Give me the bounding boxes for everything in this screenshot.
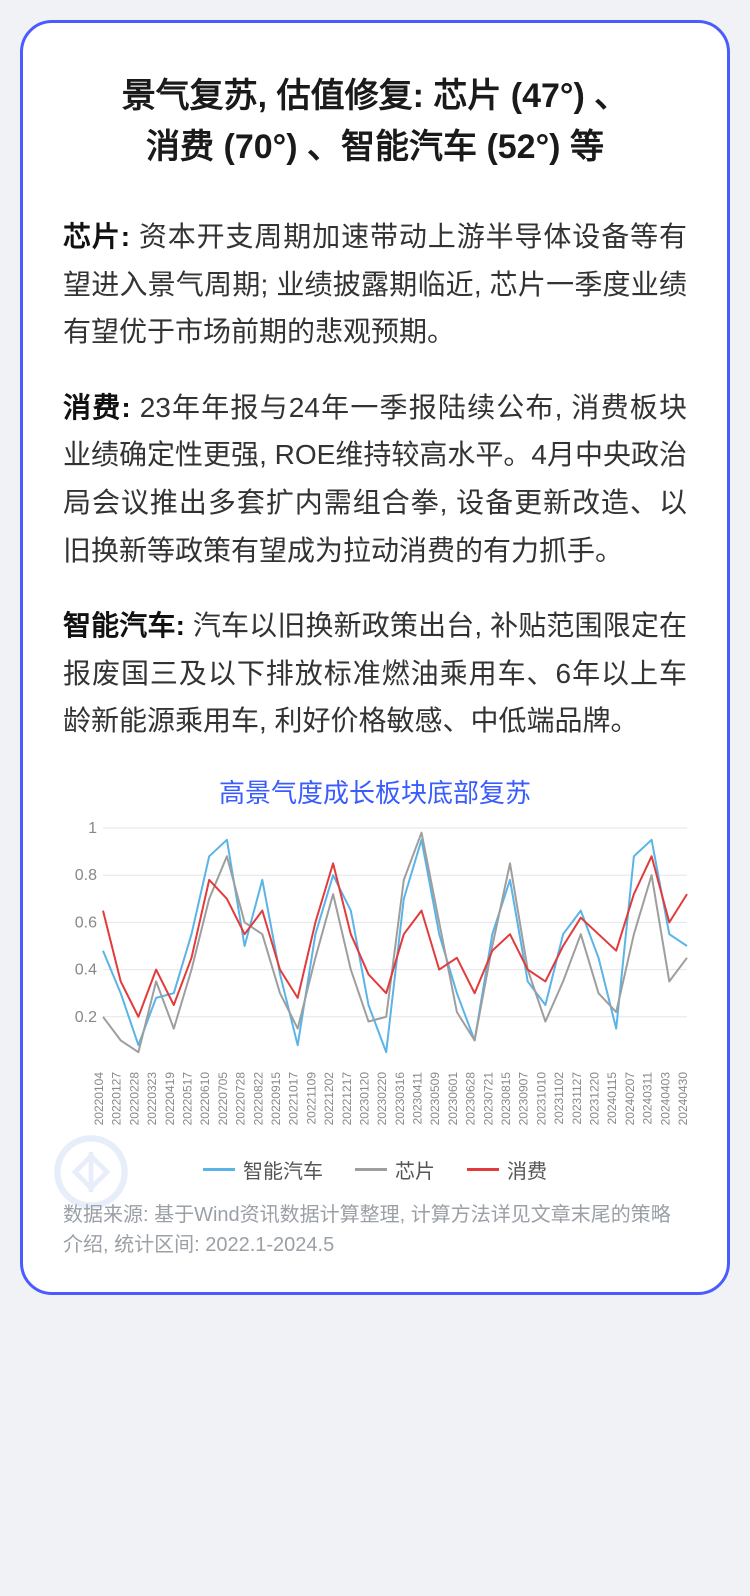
svg-text:20230316: 20230316: [393, 1072, 407, 1126]
svg-text:20221202: 20221202: [322, 1072, 336, 1126]
svg-text:20240403: 20240403: [658, 1072, 672, 1126]
legend-label: 智能汽车: [243, 1155, 323, 1184]
paragraph-smartcar: 智能汽车: 汽车以旧换新政策出台, 补贴范围限定在报废国三及以下排放标准燃油乘用…: [63, 602, 687, 745]
svg-text:20240430: 20240430: [676, 1072, 690, 1126]
svg-text:20230628: 20230628: [464, 1072, 478, 1126]
svg-text:20220822: 20220822: [251, 1072, 265, 1126]
svg-text:0.8: 0.8: [75, 867, 97, 884]
paragraph-consumption: 消费: 23年年报与24年一季报陆续公布, 消费板块业绩确定性更强, ROE维持…: [63, 384, 687, 574]
legend-swatch: [467, 1168, 499, 1171]
svg-text:20220419: 20220419: [163, 1072, 177, 1126]
para-label: 芯片:: [63, 221, 139, 252]
chart-svg: 0.2 0.4 0.6 0.8 1 20220104 2022012720220228 202…: [63, 822, 693, 1142]
legend-label: 芯片: [395, 1155, 435, 1184]
card-title: 景气复苏, 估值修复: 芯片 (47°) 、 消费 (70°) 、智能汽车 (5…: [63, 71, 687, 173]
svg-text:20230120: 20230120: [357, 1072, 371, 1126]
para-label: 消费:: [63, 392, 140, 423]
legend-item: 消费: [467, 1155, 547, 1184]
svg-text:20230601: 20230601: [446, 1072, 460, 1126]
svg-text:20230721: 20230721: [481, 1072, 495, 1126]
svg-text:20231220: 20231220: [588, 1072, 602, 1126]
svg-text:20220705: 20220705: [216, 1072, 230, 1126]
para-label: 智能汽车:: [63, 610, 193, 641]
svg-text:20220728: 20220728: [234, 1072, 248, 1126]
svg-text:20220517: 20220517: [180, 1072, 194, 1126]
svg-text:20230509: 20230509: [428, 1072, 442, 1126]
svg-text:20221109: 20221109: [304, 1072, 318, 1125]
svg-text:20220610: 20220610: [198, 1072, 212, 1126]
svg-text:20221217: 20221217: [340, 1072, 354, 1126]
para-text: 23年年报与24年一季报陆续公布, 消费板块业绩确定性更强, ROE维持较高水平…: [63, 392, 687, 566]
line-chart: 0.2 0.4 0.6 0.8 1 20220104 2022012720220228 202…: [63, 822, 687, 1147]
svg-text:0.4: 0.4: [75, 962, 97, 979]
svg-text:20240207: 20240207: [623, 1072, 637, 1126]
svg-text:20230220: 20230220: [375, 1072, 389, 1126]
paragraph-chip: 芯片: 资本开支周期加速带动上游半导体设备等有望进入景气周期; 业绩披露期临近,…: [63, 213, 687, 356]
svg-text:1: 1: [88, 822, 97, 837]
para-text: 资本开支周期加速带动上游半导体设备等有望进入景气周期; 业绩披露期临近, 芯片一…: [63, 221, 687, 347]
chart-title: 高景气度成长板块底部复苏: [63, 773, 687, 810]
title-line-2: 消费 (70°) 、智能汽车 (52°) 等: [146, 128, 604, 166]
svg-text:20230411: 20230411: [411, 1072, 425, 1125]
legend-label: 消费: [507, 1155, 547, 1184]
svg-text:20231010: 20231010: [534, 1072, 548, 1126]
title-line-1: 景气复苏, 估值修复: 芯片 (47°) 、: [122, 77, 629, 115]
legend-swatch: [203, 1168, 235, 1171]
legend-swatch: [355, 1168, 387, 1171]
svg-text:20230907: 20230907: [517, 1072, 531, 1126]
svg-text:20220323: 20220323: [145, 1072, 159, 1126]
svg-text:20220228: 20220228: [127, 1072, 141, 1126]
svg-text:0.6: 0.6: [75, 914, 97, 931]
svg-text:20220127: 20220127: [110, 1072, 124, 1126]
legend-item: 芯片: [355, 1155, 435, 1184]
svg-text:20230815: 20230815: [499, 1072, 513, 1126]
legend-item: 智能汽车: [203, 1155, 323, 1184]
svg-text:20220104: 20220104: [92, 1072, 106, 1126]
svg-text:20240311: 20240311: [641, 1072, 655, 1125]
svg-text:20220915: 20220915: [269, 1072, 283, 1126]
chart-legend: 智能汽车 芯片 消费: [63, 1155, 687, 1184]
svg-text:20221017: 20221017: [287, 1072, 301, 1126]
svg-text:20231127: 20231127: [570, 1072, 584, 1125]
data-source-footnote: 数据来源: 基于Wind资讯数据计算整理, 计算方法详见文章末尾的策略介绍, 统…: [63, 1200, 687, 1260]
svg-text:0.2: 0.2: [75, 1009, 97, 1026]
info-card: 景气复苏, 估值修复: 芯片 (47°) 、 消费 (70°) 、智能汽车 (5…: [20, 20, 730, 1295]
svg-text:20240115: 20240115: [605, 1072, 619, 1125]
svg-text:20231102: 20231102: [552, 1072, 566, 1125]
